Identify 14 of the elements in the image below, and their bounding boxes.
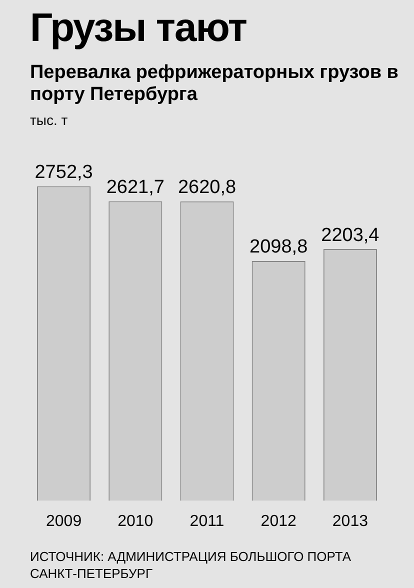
chart-title: Грузы тают xyxy=(30,6,247,51)
data-label: 2752,3 xyxy=(34,162,93,184)
data-label: 2621,7 xyxy=(106,176,164,198)
data-label: 2098,8 xyxy=(250,236,308,258)
x-tick-label: 2009 xyxy=(46,512,82,530)
x-tick-label: 2010 xyxy=(118,512,154,530)
data-label: 2203,4 xyxy=(321,224,380,246)
x-tick-label: 2012 xyxy=(260,512,296,530)
text: ИСТОЧНИК: АДМИНИСТРАЦИЯ БОЛЬШОГО ПОРТА САНКТ-ПЕТЕРБУРГ xyxy=(30,548,352,582)
chart-subtitle: Перевалка рефрижераторных грузов в порту Петербурга xyxy=(30,62,400,106)
data-label: 2620,8 xyxy=(178,177,236,198)
x-tick-label: 2011 xyxy=(190,512,224,530)
x-tick-label: 2013 xyxy=(332,512,368,530)
text: тыс. т xyxy=(30,112,68,128)
